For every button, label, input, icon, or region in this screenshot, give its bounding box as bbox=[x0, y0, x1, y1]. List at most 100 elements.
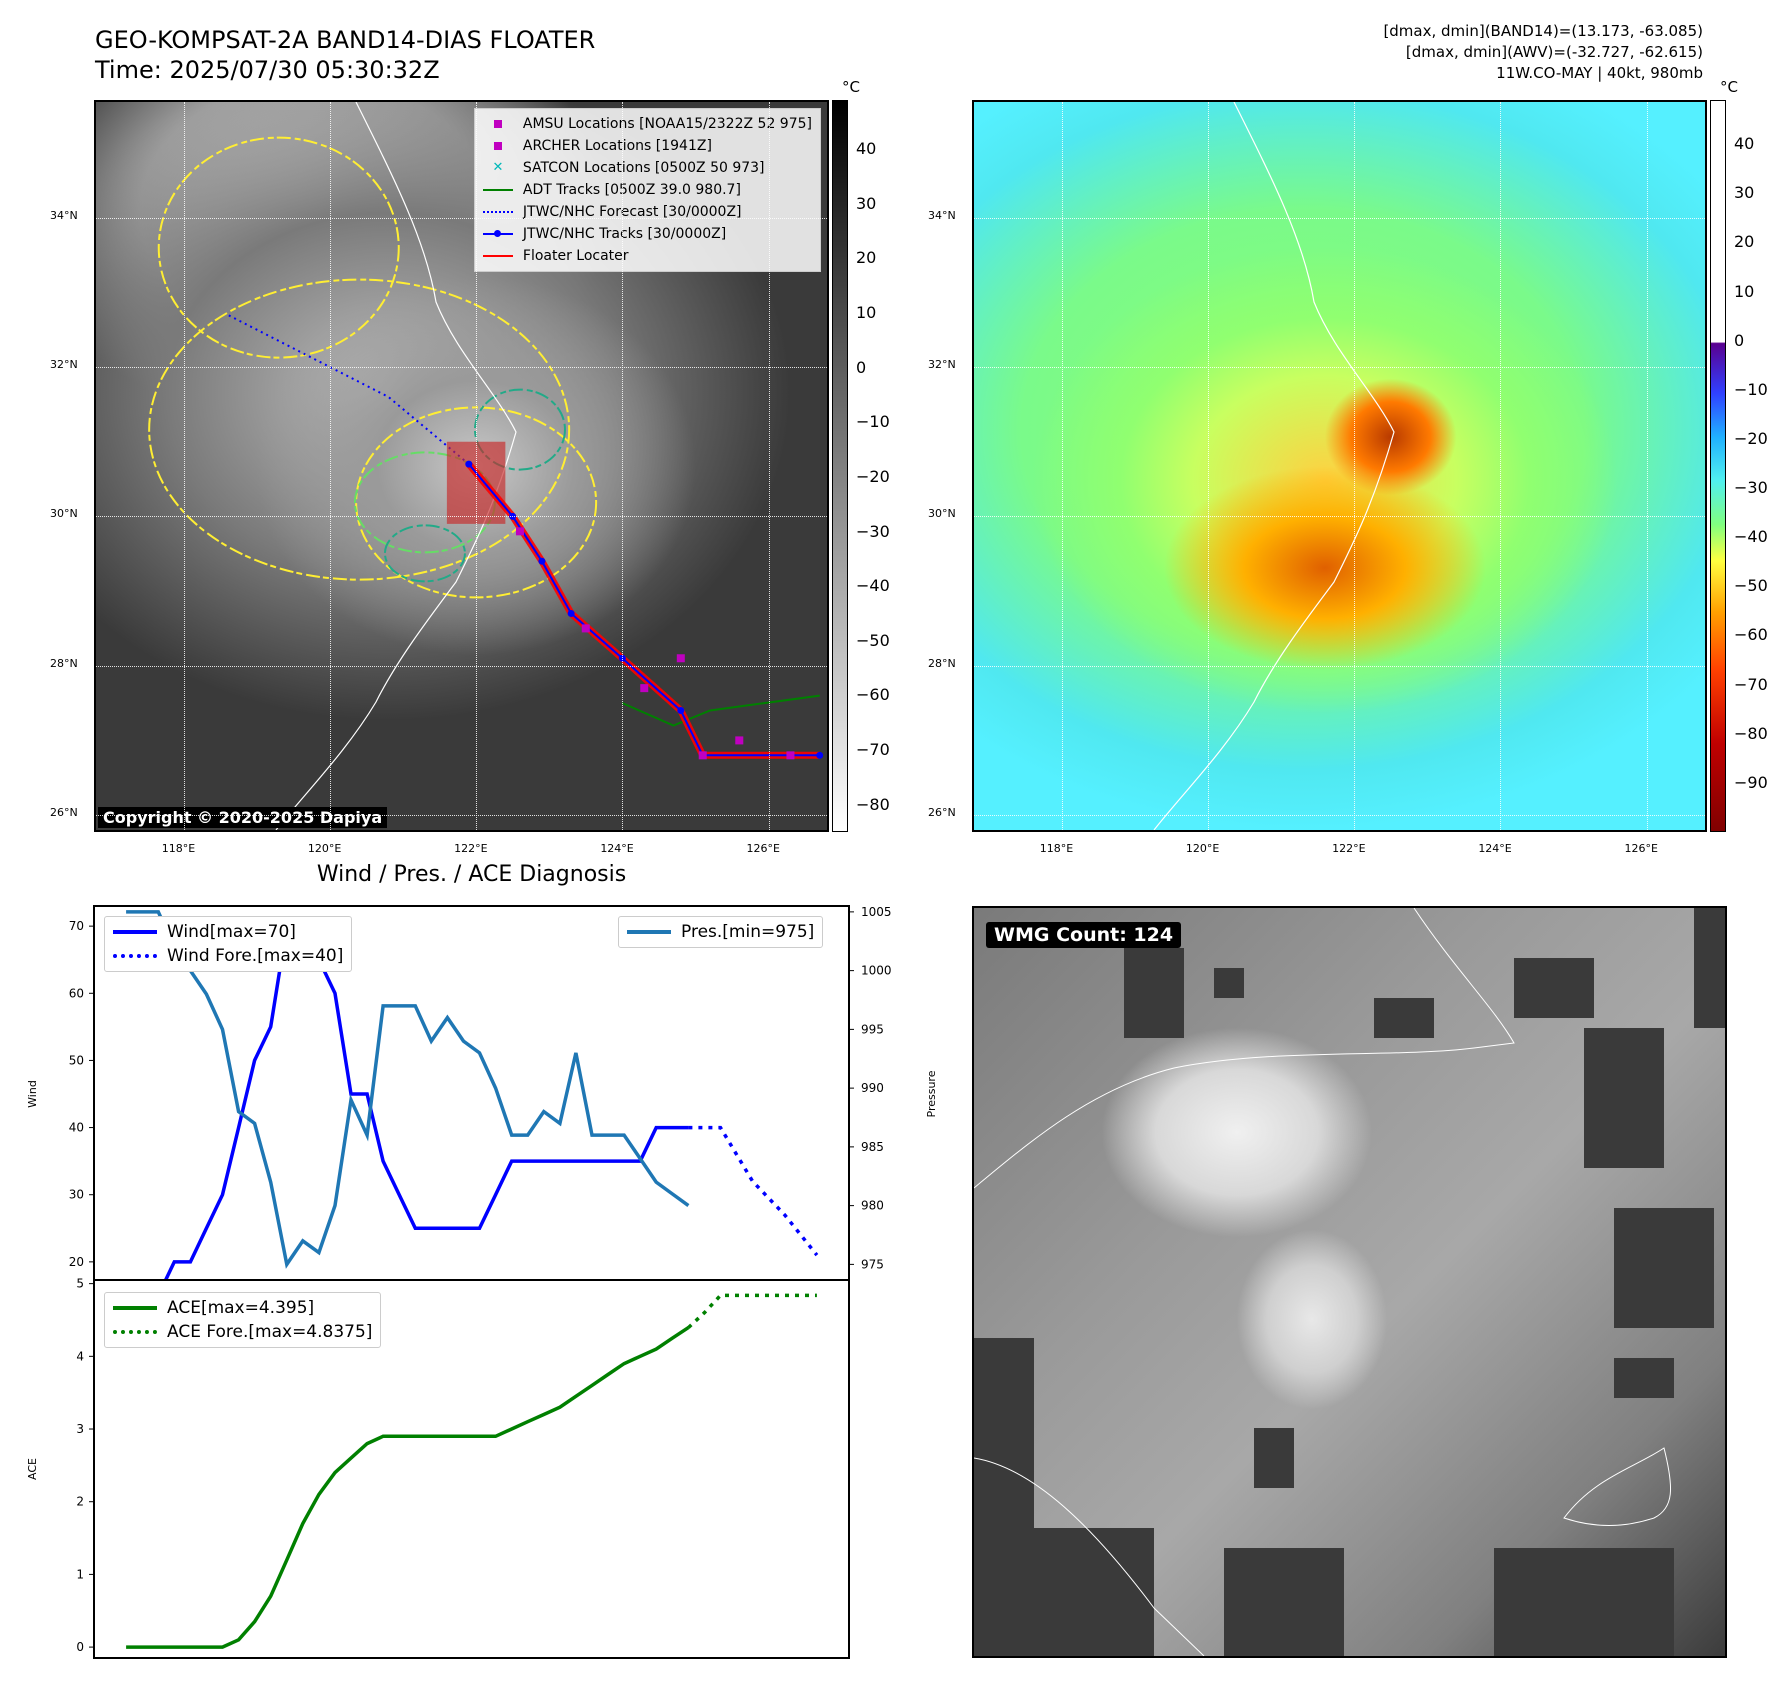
legend-archer-label: ARCHER Locations [1941Z] bbox=[522, 138, 712, 154]
grid-line-lat bbox=[974, 217, 1705, 219]
grid-line-lon bbox=[622, 102, 624, 830]
jtwc-track-point bbox=[816, 751, 824, 759]
legend-jtwc-forecast-label: JTWC/NHC Forecast [30/0000Z] bbox=[522, 204, 742, 220]
ir-colorbar-tick-label: −10 bbox=[856, 412, 890, 432]
wmg-dark-block bbox=[1514, 958, 1594, 1018]
solid-line-icon bbox=[113, 1306, 157, 1310]
wind-y-axis-label: Wind bbox=[26, 1080, 39, 1108]
wmg-dark-block bbox=[1214, 968, 1244, 998]
grid-line-lon bbox=[1500, 102, 1502, 830]
lon-tick-label: 118°E bbox=[161, 842, 196, 855]
jtwc-track-point bbox=[567, 609, 575, 617]
ir-colorbar-tick-label: −20 bbox=[856, 466, 890, 486]
series-line-2 bbox=[126, 910, 690, 1269]
awv-colorbar-tick-label: 20 bbox=[1734, 232, 1755, 252]
lon-tick-label: 120°E bbox=[1185, 842, 1220, 855]
legend-amsu-label: AMSU Locations [NOAA15/2322Z 52 975] bbox=[522, 116, 812, 132]
ace-series-line-1 bbox=[687, 1293, 817, 1329]
legend-wind: Wind[max=70] bbox=[113, 920, 343, 944]
legend-jtwc-tracks-label: JTWC/NHC Tracks [30/0000Z] bbox=[522, 226, 727, 242]
pressure-y-tick-label: 985 bbox=[861, 1140, 884, 1154]
lat-tick-label: 30°N bbox=[50, 507, 78, 521]
pressure-y-tick-label: 1005 bbox=[861, 905, 892, 919]
ir-colorbar-tick-label: −60 bbox=[856, 685, 890, 705]
ir-colorbar-tick-label: 30 bbox=[856, 193, 877, 213]
grid-line-lon bbox=[1354, 102, 1356, 830]
ace-legend: ACE[max=4.395] ACE Fore.[max=4.8375] bbox=[104, 1292, 382, 1348]
wmg-coastline bbox=[974, 908, 1515, 1189]
grid-line-lat bbox=[96, 217, 827, 219]
awv-colorbar-tick-label: −90 bbox=[1734, 772, 1768, 792]
grid-line-lat bbox=[974, 367, 1705, 369]
lat-tick-label: 34°N bbox=[50, 208, 78, 222]
amsu-location-marker bbox=[515, 527, 524, 536]
pressure-y-axis-label: Pressure bbox=[925, 1070, 938, 1117]
series-line-0 bbox=[158, 920, 689, 1290]
awv-colorbar-tick-label: 30 bbox=[1734, 183, 1755, 203]
ir-colorbar-tick-label: −80 bbox=[856, 794, 890, 814]
pressure-y-tick-label: 990 bbox=[861, 1081, 884, 1095]
ir-colorbar-tick-label: 0 bbox=[856, 357, 867, 377]
grid-line-lon bbox=[1207, 102, 1209, 830]
grid-line-lon bbox=[1646, 102, 1648, 830]
grid-line-lat bbox=[96, 367, 827, 369]
amsu-location-marker bbox=[581, 624, 590, 633]
wind-y-tick-label: 40 bbox=[69, 1121, 84, 1135]
amsu-location-marker bbox=[640, 684, 649, 693]
ir-colorbar-tick-label: 10 bbox=[856, 303, 877, 323]
awv-colorbar-tick-label: 0 bbox=[1734, 330, 1745, 350]
awv-colorbar-tick-label: −50 bbox=[1734, 576, 1768, 596]
lat-tick-label: 26°N bbox=[50, 806, 78, 820]
wmg-dark-block bbox=[1584, 1028, 1664, 1168]
wind-legend: Wind[max=70] Wind Fore.[max=40] bbox=[104, 916, 353, 972]
ace-y-tick-label: 1 bbox=[76, 1567, 84, 1581]
coastline bbox=[1153, 102, 1395, 830]
pressure-y-tick-label: 1000 bbox=[861, 964, 892, 978]
jtwc-track bbox=[468, 463, 820, 757]
lon-tick-label: 124°E bbox=[600, 842, 634, 855]
ace-y-tick-label: 5 bbox=[76, 1277, 84, 1291]
grid-line-lat bbox=[96, 516, 827, 518]
legend-floater-label: Floater Locater bbox=[522, 248, 629, 264]
legend-wind-forecast: Wind Fore.[max=40] bbox=[113, 944, 343, 968]
wind-y-tick-label: 60 bbox=[69, 986, 84, 1000]
grid-line-lon bbox=[1061, 102, 1063, 830]
legend-ace: ACE[max=4.395] bbox=[113, 1296, 372, 1320]
awv-colorbar-tick-label: −20 bbox=[1734, 428, 1768, 448]
line-marker-icon bbox=[482, 189, 513, 191]
jtwc-track-point bbox=[677, 707, 685, 715]
wmg-dark-block bbox=[974, 1338, 1034, 1656]
lat-tick-label: 26°N bbox=[928, 806, 956, 820]
ace-y-tick-label: 4 bbox=[76, 1349, 84, 1363]
awv-colorbar-tick-label: −30 bbox=[1734, 478, 1768, 498]
legend-ace-forecast: ACE Fore.[max=4.8375] bbox=[113, 1320, 372, 1344]
ace-y-tick-label: 3 bbox=[76, 1422, 84, 1436]
info-band14-range: [dmax, dmin](BAND14)=(13.173, -63.085) bbox=[1383, 22, 1703, 40]
solid-line-icon bbox=[627, 930, 671, 934]
grid-line-lon bbox=[183, 102, 185, 830]
cloud-contour bbox=[383, 524, 466, 583]
wmg-dark-block bbox=[1374, 998, 1434, 1038]
line-dot-marker-icon bbox=[493, 230, 501, 237]
wmg-dark-block bbox=[1034, 1528, 1154, 1656]
lon-tick-label: 126°E bbox=[1624, 842, 1658, 855]
lon-tick-label: 120°E bbox=[307, 842, 342, 855]
series-line-1 bbox=[688, 1125, 819, 1257]
wmg-pixel-blocks bbox=[974, 908, 1725, 1656]
figure-title-line1: GEO-KOMPSAT-2A BAND14-DIAS FLOATER bbox=[95, 26, 596, 54]
grid-line-lat bbox=[974, 815, 1705, 817]
legend-adt-label: ADT Tracks [0500Z 39.0 980.7] bbox=[522, 182, 741, 198]
amsu-location-marker bbox=[676, 654, 685, 663]
solid-line-icon bbox=[113, 930, 157, 934]
grid-line-lat bbox=[974, 665, 1705, 667]
ace-y-tick-label: 2 bbox=[76, 1495, 84, 1509]
legend-ace-label: ACE[max=4.395] bbox=[167, 1298, 315, 1318]
line-marker-icon bbox=[482, 255, 513, 257]
wmg-dark-block bbox=[1614, 1358, 1674, 1398]
ir-colorbar-tick-label: 20 bbox=[856, 248, 877, 268]
ace-y-tick-label: 0 bbox=[76, 1640, 84, 1654]
ir-colorbar-tick-label: 40 bbox=[856, 139, 877, 159]
lon-tick-label: 122°E bbox=[454, 842, 488, 855]
awv-colorbar-tick-label: −40 bbox=[1734, 527, 1768, 547]
legend-adt: ADT Tracks [0500Z 39.0 980.7] bbox=[482, 179, 812, 201]
